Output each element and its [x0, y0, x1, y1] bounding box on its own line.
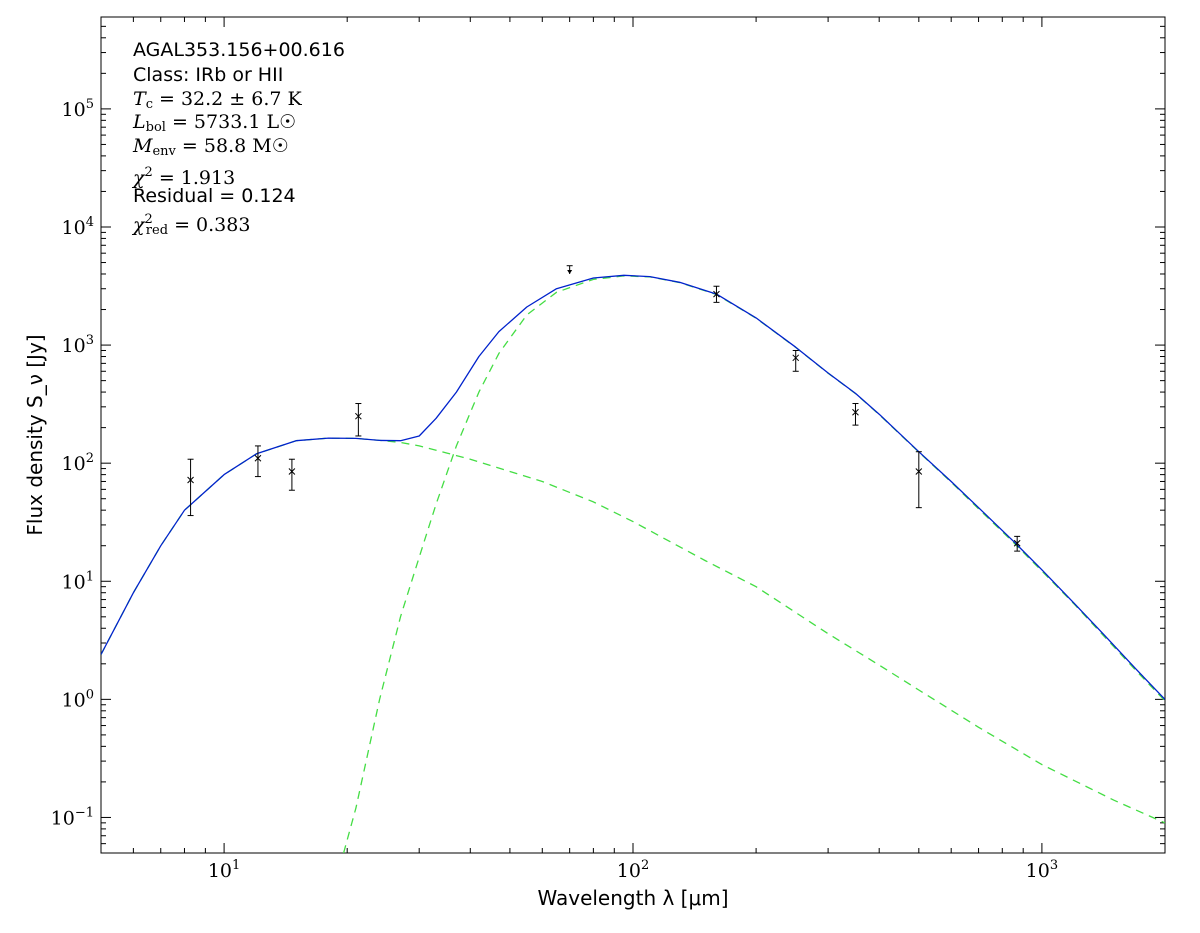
y-axis-label: Flux density S_ν [Jy]: [23, 334, 47, 535]
upper-limit-arrow: [567, 269, 573, 274]
residual-annotation: Residual = 0.124: [133, 185, 296, 207]
data-point: [713, 285, 720, 303]
menv-annotation: Menv = 58.8 M☉: [133, 135, 289, 159]
x-axis-label: Wavelength λ [μm]: [537, 886, 728, 910]
y-tick-label: 10−1: [51, 805, 94, 829]
total-model-curve: [101, 274, 1165, 700]
x-tick-label: 103: [1026, 858, 1058, 882]
point-marker: [288, 468, 296, 475]
data-point: [915, 451, 923, 509]
chi2-annotation: χ2 = 1.913: [133, 165, 236, 189]
data-point: [792, 349, 800, 372]
component-model-curve: [342, 275, 1165, 853]
point-marker: [915, 468, 923, 475]
data-point: [852, 403, 859, 426]
point-marker: [1013, 539, 1021, 547]
point-marker: [713, 290, 720, 298]
y-tick-label: 100: [62, 687, 94, 711]
point-marker: [792, 354, 800, 362]
upper-limit: [566, 265, 573, 274]
y-tick-label: 102: [62, 451, 94, 475]
point-marker: [355, 412, 362, 420]
y-tick-label: 101: [62, 569, 94, 593]
data-point: [254, 445, 262, 478]
point-marker: [187, 476, 194, 484]
component-model-curve: [101, 437, 1165, 824]
axis-ticks: [100, 16, 1166, 854]
x-tick-label: 101: [208, 858, 240, 882]
source-name: AGAL353.156+00.616: [133, 39, 345, 61]
y-tick-label: 105: [62, 97, 94, 121]
chi2-red-annotation: χ2red = 0.383: [133, 212, 251, 238]
tc-annotation: Tc = 32.2 ± 6.7 K: [133, 88, 302, 112]
class-label: Class: IRb or HII: [133, 64, 284, 86]
data-point: [288, 458, 296, 491]
y-tick-label: 104: [62, 215, 94, 239]
lbol-annotation: Lbol = 5733.1 L☉: [133, 111, 297, 135]
model-curves: [101, 274, 1165, 853]
data-point: [355, 403, 362, 437]
data-point: [187, 458, 194, 517]
x-tick-label: 102: [617, 858, 649, 882]
data-point: [1013, 535, 1021, 552]
y-tick-label: 103: [62, 333, 94, 357]
point-marker: [852, 408, 859, 416]
point-marker: [254, 454, 262, 462]
measurement-points: [187, 265, 1021, 552]
tick-labels: 101 102 103 10−1 100 101 102 103 104 105: [51, 97, 1059, 882]
